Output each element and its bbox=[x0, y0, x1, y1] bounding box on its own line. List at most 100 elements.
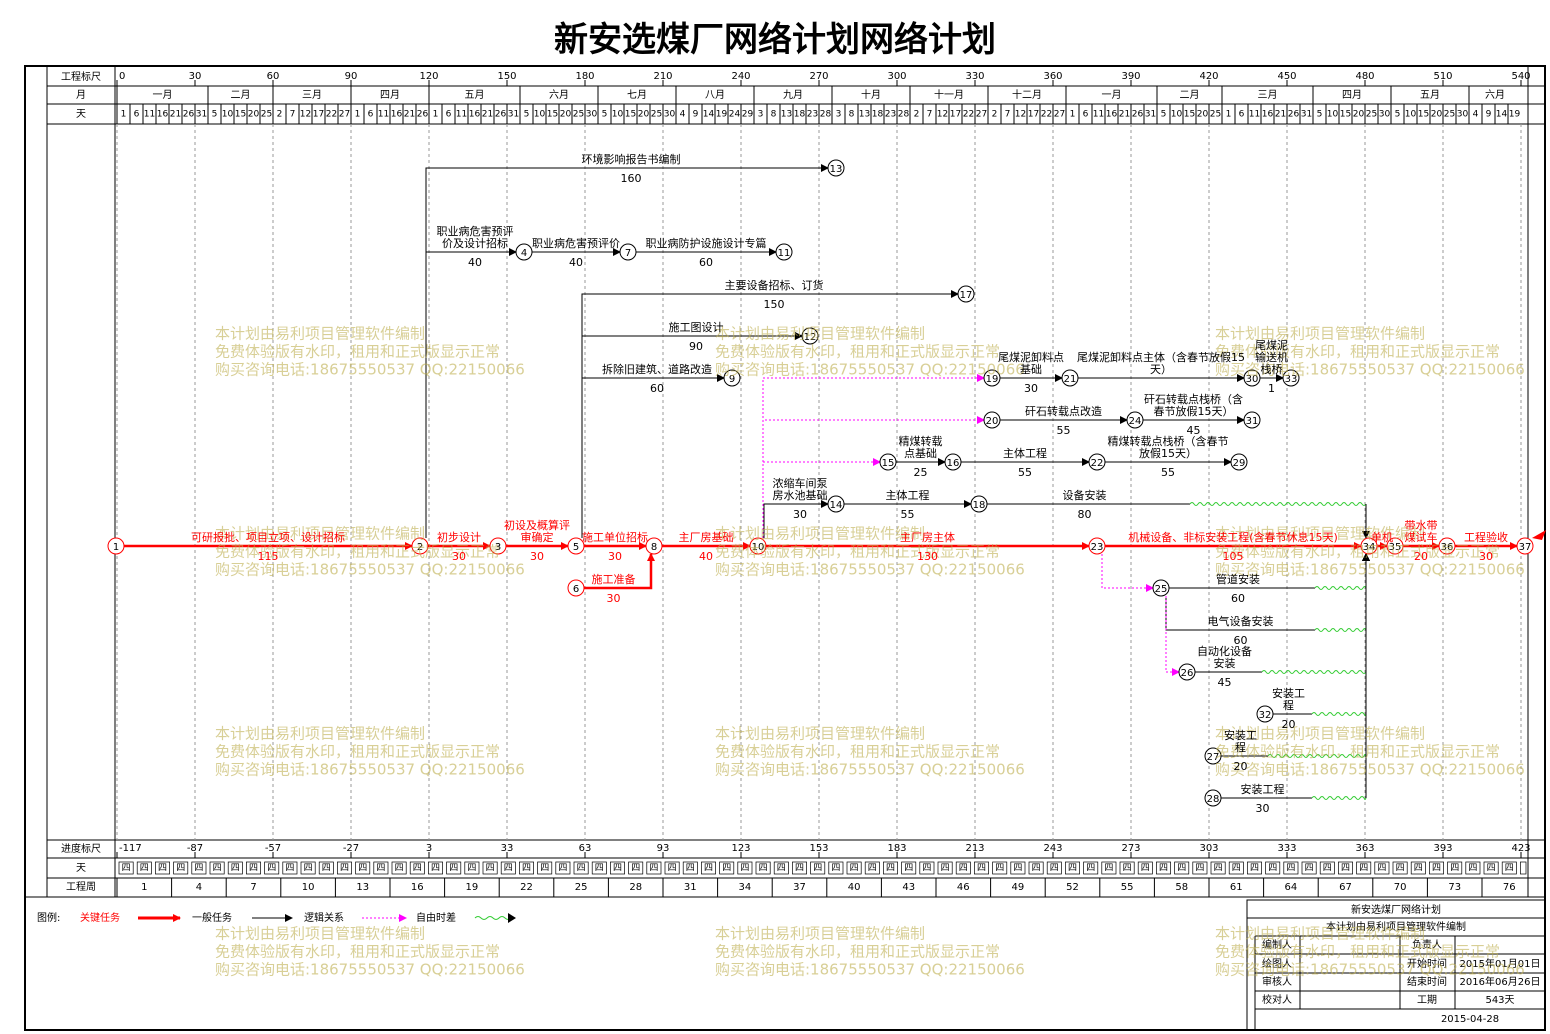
weekday-cell bbox=[773, 861, 789, 875]
weekday-cell bbox=[300, 861, 316, 875]
weekday-cell bbox=[610, 861, 625, 875]
node-label: 16 bbox=[947, 458, 960, 469]
scale-label: 510 bbox=[1433, 71, 1452, 82]
progress-label: 63 bbox=[579, 843, 592, 854]
weekday-label: 四 bbox=[941, 864, 950, 874]
day-label: 21 bbox=[1119, 110, 1130, 120]
week-label: 49 bbox=[1012, 882, 1025, 893]
day-label: 21 bbox=[404, 110, 415, 120]
activity-line bbox=[425, 248, 517, 538]
day-label: 8 bbox=[771, 110, 777, 120]
node bbox=[983, 411, 1001, 429]
weekday-cell bbox=[246, 861, 261, 875]
weekday-label: 四 bbox=[376, 864, 385, 874]
activity-duration: 130 bbox=[917, 550, 938, 563]
activity-name: 初设及概算评审确定 bbox=[504, 519, 570, 544]
node-label: 1 bbox=[113, 542, 119, 553]
progress-label: 183 bbox=[887, 843, 906, 854]
block-field: 工期 bbox=[1417, 994, 1437, 1006]
week-label: 76 bbox=[1503, 882, 1516, 893]
weekday-label: 四 bbox=[449, 864, 458, 874]
day-label: 25 bbox=[261, 110, 272, 120]
weekday-cell bbox=[118, 861, 134, 875]
day-label: 10 bbox=[222, 110, 234, 120]
weekday-cell bbox=[701, 861, 716, 875]
week-label: 7 bbox=[250, 882, 256, 893]
weekday-cell bbox=[1283, 861, 1299, 875]
activity-duration: 40 bbox=[569, 256, 583, 269]
logic-link bbox=[762, 458, 881, 538]
node bbox=[567, 579, 585, 597]
activity-duration: 60 bbox=[1233, 634, 1248, 647]
weekday-cell bbox=[555, 861, 571, 875]
weekday-label: 四 bbox=[977, 864, 986, 874]
node-label: 37 bbox=[1519, 542, 1532, 553]
watermark: 本计划由易利项目管理软件编制 bbox=[715, 925, 925, 943]
activity-duration: 55 bbox=[900, 508, 915, 521]
day-label: 26 bbox=[1288, 110, 1300, 120]
day-label: 11 bbox=[378, 110, 389, 120]
month-label: 十月 bbox=[861, 88, 881, 101]
weekday-label: 四 bbox=[1396, 864, 1405, 874]
weekday-cell bbox=[682, 861, 698, 875]
node-label: 27 bbox=[1207, 752, 1220, 763]
day-label: 22 bbox=[963, 110, 974, 120]
node bbox=[723, 369, 741, 387]
activity-duration: 105 bbox=[1222, 550, 1244, 563]
watermark: 本计划由易利项目管理软件编制 bbox=[715, 325, 925, 343]
weekday-cell bbox=[1356, 861, 1372, 875]
node bbox=[489, 537, 507, 555]
weekday-cell bbox=[537, 861, 553, 875]
week-label: 37 bbox=[793, 882, 806, 893]
node-label: 11 bbox=[778, 248, 791, 259]
weekday-cell bbox=[500, 861, 516, 875]
activity-name: 主要设备招标、订货 bbox=[724, 279, 824, 292]
block-value: 2016年06月26日 bbox=[1460, 975, 1541, 988]
weekday-label: 四 bbox=[704, 864, 713, 874]
day-label: 28 bbox=[898, 110, 910, 120]
day-label: 22 bbox=[1041, 110, 1052, 120]
weekday-cell bbox=[1174, 861, 1190, 875]
weekday-cell bbox=[1301, 861, 1317, 875]
weekday-label: 四 bbox=[340, 864, 349, 874]
watermark: 购买咨询电话:18675550537 QQ:22150066 bbox=[1215, 761, 1525, 779]
scale-label: 300 bbox=[887, 71, 906, 82]
progress-label: -27 bbox=[343, 843, 359, 854]
node-label: 28 bbox=[1207, 794, 1220, 805]
day-label: 31 bbox=[508, 110, 519, 120]
weekday-cell bbox=[810, 861, 826, 875]
weekday-cell bbox=[1046, 861, 1062, 875]
weekday-label: 四 bbox=[194, 864, 203, 874]
activity-name: 工程验收 bbox=[1464, 531, 1508, 544]
activity-duration: 40 bbox=[468, 256, 482, 269]
node-label: 19 bbox=[986, 374, 999, 385]
weekday-cell bbox=[955, 861, 971, 875]
weekday-cell bbox=[209, 861, 225, 875]
node-label: 8 bbox=[651, 542, 657, 553]
watermark: 本计划由易利项目管理软件编制 bbox=[215, 525, 425, 543]
activity-line bbox=[584, 553, 655, 590]
weekday-cell bbox=[1119, 861, 1135, 875]
day-label: 6 bbox=[368, 110, 374, 120]
scale-label: 120 bbox=[419, 71, 438, 82]
node bbox=[827, 495, 845, 513]
frame bbox=[24, 65, 1546, 1031]
day-label: 31 bbox=[1145, 110, 1156, 120]
weekday-cell bbox=[1465, 861, 1481, 875]
day-label: 10 bbox=[1327, 110, 1339, 120]
month-label: 七月 bbox=[627, 89, 647, 101]
day-label: 15 bbox=[1340, 110, 1351, 120]
watermark: 免费体验版有水印，租用和正式版显示正常 bbox=[215, 743, 500, 761]
node-label: 25 bbox=[1155, 584, 1168, 595]
weekday-cell bbox=[992, 861, 1008, 875]
weekday-cell bbox=[828, 861, 844, 875]
day-label: 30 bbox=[1457, 110, 1469, 120]
weekday-cell bbox=[1101, 861, 1117, 875]
weekday-label: 四 bbox=[1013, 864, 1022, 874]
free-float bbox=[1311, 712, 1367, 716]
weekday-label: 四 bbox=[1286, 864, 1295, 874]
day-label: 23 bbox=[807, 110, 818, 120]
month-label: 二月 bbox=[1180, 89, 1200, 101]
node-label: 7 bbox=[625, 248, 631, 259]
weekday-label: 四 bbox=[831, 864, 840, 874]
